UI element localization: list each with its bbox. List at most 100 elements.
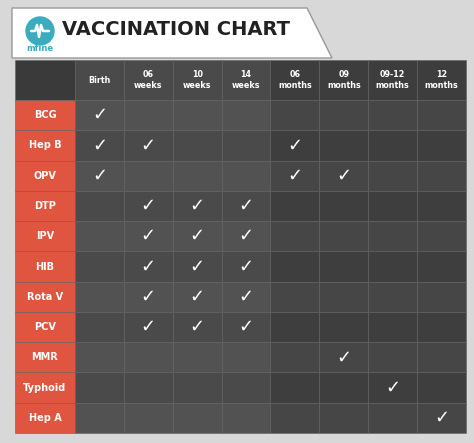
Bar <box>417 221 466 251</box>
Text: ✓: ✓ <box>190 257 205 276</box>
Bar <box>75 403 124 433</box>
Bar <box>173 191 222 221</box>
Text: ✓: ✓ <box>434 409 449 427</box>
Bar <box>271 130 319 160</box>
Bar <box>222 282 271 312</box>
Bar <box>124 60 173 100</box>
Bar <box>75 282 124 312</box>
Bar <box>222 251 271 282</box>
Bar <box>124 221 173 251</box>
Bar <box>75 342 124 373</box>
Bar <box>368 130 417 160</box>
Bar <box>75 60 124 100</box>
Bar <box>319 221 368 251</box>
Text: Birth: Birth <box>88 75 110 85</box>
Bar <box>75 160 124 191</box>
Bar <box>319 373 368 403</box>
Bar <box>173 221 222 251</box>
Text: 14
weeks: 14 weeks <box>232 70 260 90</box>
Text: ✓: ✓ <box>141 257 156 276</box>
Bar <box>319 60 368 100</box>
Bar <box>319 312 368 342</box>
Text: 06
weeks: 06 weeks <box>134 70 163 90</box>
Bar <box>417 251 466 282</box>
Bar <box>319 282 368 312</box>
Bar <box>271 373 319 403</box>
Text: ✓: ✓ <box>336 348 351 366</box>
Bar <box>319 251 368 282</box>
Text: 12
months: 12 months <box>425 70 458 90</box>
Bar <box>271 191 319 221</box>
Bar <box>15 373 75 403</box>
Bar <box>173 100 222 130</box>
Bar <box>222 100 271 130</box>
Text: Hep A: Hep A <box>28 413 61 423</box>
Bar <box>271 160 319 191</box>
Text: ✓: ✓ <box>287 167 302 185</box>
Bar <box>319 403 368 433</box>
Bar <box>173 312 222 342</box>
Text: DTP: DTP <box>34 201 56 211</box>
Bar <box>319 191 368 221</box>
Text: ✓: ✓ <box>190 288 205 306</box>
Bar <box>368 251 417 282</box>
Bar <box>319 130 368 160</box>
Bar <box>417 373 466 403</box>
Text: 09-12
months: 09-12 months <box>376 70 410 90</box>
Text: ✓: ✓ <box>385 379 400 396</box>
Bar <box>124 312 173 342</box>
Bar <box>222 160 271 191</box>
Bar <box>222 403 271 433</box>
Text: ✓: ✓ <box>141 227 156 245</box>
Text: BCG: BCG <box>34 110 56 120</box>
Bar <box>417 160 466 191</box>
Bar <box>75 221 124 251</box>
Bar <box>368 191 417 221</box>
Text: ✓: ✓ <box>238 197 254 215</box>
Bar <box>124 342 173 373</box>
Text: 09
months: 09 months <box>327 70 361 90</box>
Bar <box>222 373 271 403</box>
Bar <box>173 60 222 100</box>
Bar <box>15 342 75 373</box>
Bar <box>124 160 173 191</box>
Bar <box>124 251 173 282</box>
Bar <box>271 342 319 373</box>
Bar <box>271 282 319 312</box>
Bar <box>271 221 319 251</box>
Bar <box>368 282 417 312</box>
Bar <box>417 403 466 433</box>
Text: mfine: mfine <box>27 44 54 53</box>
Bar <box>173 282 222 312</box>
Bar <box>75 312 124 342</box>
Bar <box>417 100 466 130</box>
Bar <box>368 60 417 100</box>
Bar <box>15 100 75 130</box>
Bar <box>15 60 75 100</box>
Text: ✓: ✓ <box>190 197 205 215</box>
Bar <box>368 403 417 433</box>
Bar <box>222 60 271 100</box>
Text: ✓: ✓ <box>238 288 254 306</box>
Bar <box>222 221 271 251</box>
Bar <box>417 282 466 312</box>
Bar <box>124 403 173 433</box>
Bar <box>173 130 222 160</box>
Bar <box>75 373 124 403</box>
Bar <box>15 130 75 160</box>
Text: 10
weeks: 10 weeks <box>183 70 211 90</box>
Bar <box>15 251 75 282</box>
Bar <box>124 130 173 160</box>
Text: ✓: ✓ <box>141 197 156 215</box>
Text: ✓: ✓ <box>141 136 156 155</box>
Bar <box>15 191 75 221</box>
Bar <box>417 342 466 373</box>
Text: Rota V: Rota V <box>27 292 63 302</box>
Text: ✓: ✓ <box>92 106 107 124</box>
Bar <box>15 221 75 251</box>
Bar <box>15 282 75 312</box>
Text: PCV: PCV <box>34 322 56 332</box>
Bar <box>271 403 319 433</box>
Bar <box>222 191 271 221</box>
Bar <box>75 251 124 282</box>
